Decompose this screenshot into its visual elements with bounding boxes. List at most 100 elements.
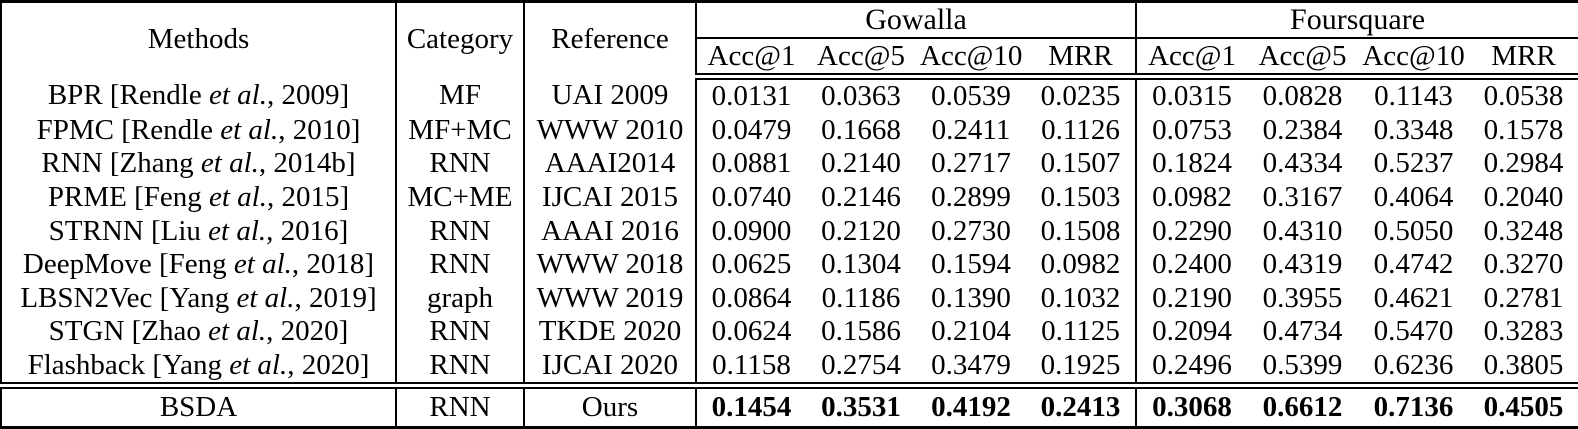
method-cell: PRME [Feng et al., 2015] (1, 181, 396, 215)
method-name: BPR [Rendle (47, 78, 209, 111)
reference-cell: UAI 2009 (523, 76, 696, 114)
metric-cell: 0.3248 (1483, 214, 1564, 247)
metric-cell: 0.1390 (931, 281, 1011, 314)
metric-cell: 0.1158 (695, 348, 806, 386)
metric-cell: 0.2717 (931, 147, 1011, 180)
table-row: DeepMove [Feng et al., 2018] RNN WWW 2018 0… (1, 247, 1578, 282)
metric-cell: 0.2040 (1483, 181, 1564, 214)
method-name: STRNN [Liu (48, 214, 209, 247)
metric-cell: 0.3805 (1483, 348, 1564, 381)
metric-cell: 0.1454 (695, 382, 806, 428)
method-cell: BPR [Rendle et al., 2009] (1, 77, 396, 114)
metric-cell: 0.3955 (1262, 281, 1343, 314)
metric-cell: 0.0363 (821, 80, 901, 113)
group-header-foursquare: Foursquare (1135, 1, 1578, 39)
category-cell: RNN (395, 382, 524, 428)
metric-cell: 0.0740 (695, 180, 806, 215)
metric-cell: 0.0900 (695, 214, 806, 248)
metric-cell: 0.2413 (1026, 382, 1137, 428)
reference-cell: WWW 2018 (523, 247, 696, 282)
metric-cell: 0.4334 (1262, 147, 1343, 180)
reference-cell: TKDE 2020 (523, 315, 696, 349)
col-header-reference: Reference (523, 1, 696, 77)
category-cell: MF+MC (395, 113, 524, 148)
metric-cell: 0.3283 (1483, 315, 1564, 348)
metric-cell: 0.3068 (1135, 382, 1248, 428)
metric-header-foursquare-acc5: Acc@5 (1247, 38, 1359, 80)
metric-cell: 0.5399 (1262, 348, 1343, 381)
category-cell: MF (395, 76, 524, 114)
metric-cell: 0.2140 (821, 147, 901, 180)
metric-cell: 0.3270 (1483, 248, 1564, 281)
metric-header-gowalla-acc1: Acc@1 (695, 38, 806, 80)
table-row: Flashback [Yang et al., 2020] RNN IJCAI 20… (1, 348, 1578, 386)
metric-cell: 0.1578 (1483, 113, 1564, 146)
method-name: DeepMove [Feng (22, 248, 234, 281)
metric-cell: 0.6236 (1373, 348, 1454, 381)
metric-cell: 0.4742 (1373, 248, 1454, 281)
method-etal: et al. (229, 348, 288, 381)
reference-cell: WWW 2010 (523, 113, 696, 148)
metric-cell: 0.0982 (1135, 180, 1248, 215)
metric-cell: 0.0982 (1040, 248, 1121, 281)
metric-cell: 0.1824 (1135, 147, 1248, 181)
table-body: BPR [Rendle et al., 2009] MF UAI 2009 0.013… (1, 76, 1578, 428)
metric-cell: 0.2899 (931, 181, 1011, 214)
metric-cell: 0.1503 (1040, 181, 1121, 214)
method-etal: et al. (233, 248, 292, 281)
method-etal: et al. (208, 214, 267, 247)
category-cell: graph (395, 281, 524, 315)
method-year: , 2020] (266, 315, 349, 348)
method-year: , 2016] (266, 214, 349, 247)
category-cell: RNN (395, 315, 524, 349)
metric-cell: 0.1032 (1040, 281, 1121, 314)
metric-cell: 0.4734 (1262, 315, 1343, 348)
category-cell: RNN (395, 348, 524, 386)
reference-cell: IJCAI 2020 (523, 348, 696, 386)
metric-cell: 0.4310 (1262, 214, 1343, 247)
metric-cell: 0.0539 (931, 80, 1011, 113)
reference-cell: AAAI 2016 (523, 214, 696, 248)
metric-cell: 0.3531 (806, 382, 916, 428)
metric-header-foursquare-acc1: Acc@1 (1135, 38, 1248, 80)
metric-cell: 0.3348 (1373, 113, 1454, 146)
metric-cell: 0.2290 (1135, 214, 1248, 248)
method-cell: FPMC [Rendle et al., 2010] (1, 114, 396, 148)
method-name: Flashback [Yang (27, 348, 230, 381)
metric-cell: 0.0479 (695, 113, 806, 148)
col-header-category: Category (395, 1, 524, 77)
metric-cell: 0.2984 (1483, 147, 1564, 180)
metric-cell: 0.4319 (1262, 248, 1343, 281)
category-cell: RNN (395, 247, 524, 282)
metric-cell: 0.2384 (1262, 113, 1343, 146)
method-cell: LBSN2Vec [Yang et al., 2019] (1, 281, 396, 315)
method-year: , 2009] (266, 78, 350, 111)
table-header: Methods Category Reference Gowalla Fours… (1, 1, 1578, 80)
metric-cell: 0.1586 (821, 315, 901, 348)
metric-cell: 0.0315 (1135, 76, 1248, 114)
method-cell: STGN [Zhao et al., 2020] (1, 315, 396, 349)
metric-cell: 0.1668 (821, 113, 901, 146)
metric-cell: 0.1304 (821, 248, 901, 281)
metric-cell: 0.0625 (695, 247, 806, 282)
table-row: STGN [Zhao et al., 2020] RNN TKDE 2020 0.06… (1, 315, 1578, 349)
metric-cell: 0.4192 (916, 382, 1026, 428)
reference-cell: AAAI2014 (523, 147, 696, 181)
method-etal: et al. (200, 147, 259, 180)
method-etal: et al. (236, 281, 295, 314)
method-year: , 2020] (287, 348, 370, 381)
metric-cell: 0.3479 (931, 348, 1011, 381)
metric-cell: 0.2496 (1135, 348, 1248, 386)
metric-header-gowalla-acc5: Acc@5 (806, 38, 916, 80)
method-name: STGN [Zhao (48, 315, 209, 348)
metric-cell: 0.0538 (1483, 80, 1564, 113)
metric-cell: 0.4064 (1373, 181, 1454, 214)
metric-cell: 0.2411 (931, 113, 1011, 146)
metric-header-gowalla-mrr: MRR (1026, 38, 1137, 80)
method-name: BSDA (159, 391, 238, 424)
metric-cell: 0.0753 (1135, 113, 1248, 148)
metric-cell: 0.0864 (695, 281, 806, 315)
method-etal: et al. (220, 113, 279, 146)
metric-cell: 0.1594 (931, 248, 1011, 281)
